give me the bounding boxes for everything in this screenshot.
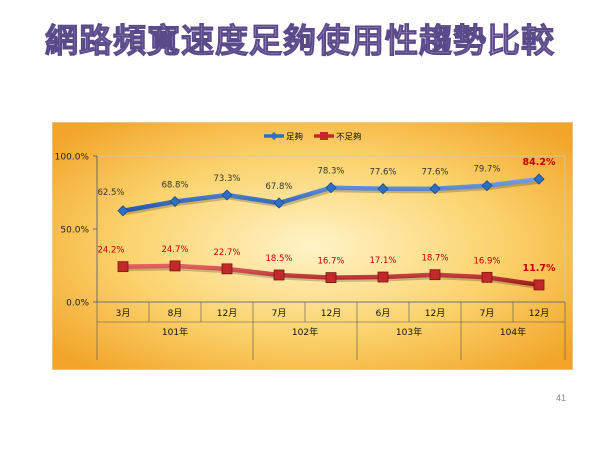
data-label: 18.7% [421, 254, 448, 264]
data-label: 79.7% [473, 165, 500, 175]
data-point [533, 173, 545, 185]
y-tick-label: 50.0% [60, 226, 89, 236]
data-point [429, 183, 441, 195]
chart-background [52, 122, 573, 370]
data-label: 84.2% [523, 157, 556, 168]
data-point [481, 271, 493, 283]
legend-marker [320, 132, 328, 140]
y-tick-label: 0.0% [66, 299, 89, 309]
data-point [377, 183, 389, 195]
data-point [169, 195, 181, 208]
slide-title: 網路頻寬速度足夠使用性趨勢比較 [45, 21, 555, 61]
data-point [117, 205, 129, 217]
series-group [117, 173, 545, 291]
data-label: 11.7% [523, 263, 556, 274]
x-group-label: 102年 [292, 326, 318, 338]
line-chart: 足夠 不足夠 0.0% 50.0% 100.0% 3月 8月 12月 7月 12月 6月 12月 7月… [52, 122, 573, 370]
x-group-label: 101年 [162, 326, 188, 338]
data-label: 18.5% [265, 254, 292, 264]
data-point [325, 272, 337, 284]
data-point [481, 180, 493, 192]
axes: 0.0% 50.0% 100.0% 3月 8月 12月 7月 12月 6月 12月 7月 12月 101… [55, 153, 566, 360]
x-tick-label: 7月 [480, 308, 495, 319]
data-point [429, 269, 441, 281]
x-tick-label: 8月 [168, 308, 183, 319]
legend-marker [270, 132, 278, 140]
x-tick-label: 12月 [217, 308, 237, 319]
x-group-label: 104年 [500, 326, 526, 338]
data-label: 78.3% [317, 167, 344, 177]
data-point [169, 260, 181, 272]
data-label: 17.1% [369, 256, 396, 266]
data-label: 73.3% [213, 174, 240, 184]
data-label: 16.7% [317, 257, 344, 267]
data-point [273, 269, 285, 281]
data-label: 62.5% [97, 188, 124, 198]
chart-container: 足夠 不足夠 0.0% 50.0% 100.0% 3月 8月 12月 7月 12月 6月 12月 7月… [52, 122, 573, 370]
legend: 足夠 不足夠 [264, 132, 362, 143]
data-point [533, 279, 545, 291]
data-point [221, 263, 233, 275]
x-tick-label: 3月 [116, 308, 131, 319]
x-tick-label: 12月 [425, 308, 445, 319]
data-label: 22.7% [213, 248, 240, 258]
legend-label: 不足夠 [336, 132, 362, 143]
data-label: 24.2% [97, 246, 124, 256]
x-tick-label: 12月 [321, 308, 341, 319]
data-label: 77.6% [421, 168, 448, 178]
data-point [273, 197, 285, 209]
data-label: 68.8% [161, 181, 188, 191]
x-tick-label: 6月 [376, 308, 391, 319]
x-group-label: 103年 [396, 326, 422, 338]
x-tick-label: 12月 [529, 308, 549, 319]
y-tick-label: 100.0% [55, 153, 90, 163]
data-label: 67.8% [265, 182, 292, 192]
legend-label: 足夠 [286, 132, 303, 143]
x-tick-label: 7月 [272, 308, 287, 319]
data-labels: 62.5% 68.8% 73.3% 67.8% 78.3% 77.6% 77.6% 79.7%… [97, 157, 555, 274]
page-number: 41 [556, 393, 567, 403]
data-point [377, 271, 389, 283]
data-label: 16.9% [473, 256, 500, 266]
data-point [325, 182, 337, 194]
data-label: 77.6% [369, 168, 396, 178]
data-point [221, 189, 233, 201]
data-label: 24.7% [161, 245, 188, 255]
data-point [117, 261, 129, 273]
